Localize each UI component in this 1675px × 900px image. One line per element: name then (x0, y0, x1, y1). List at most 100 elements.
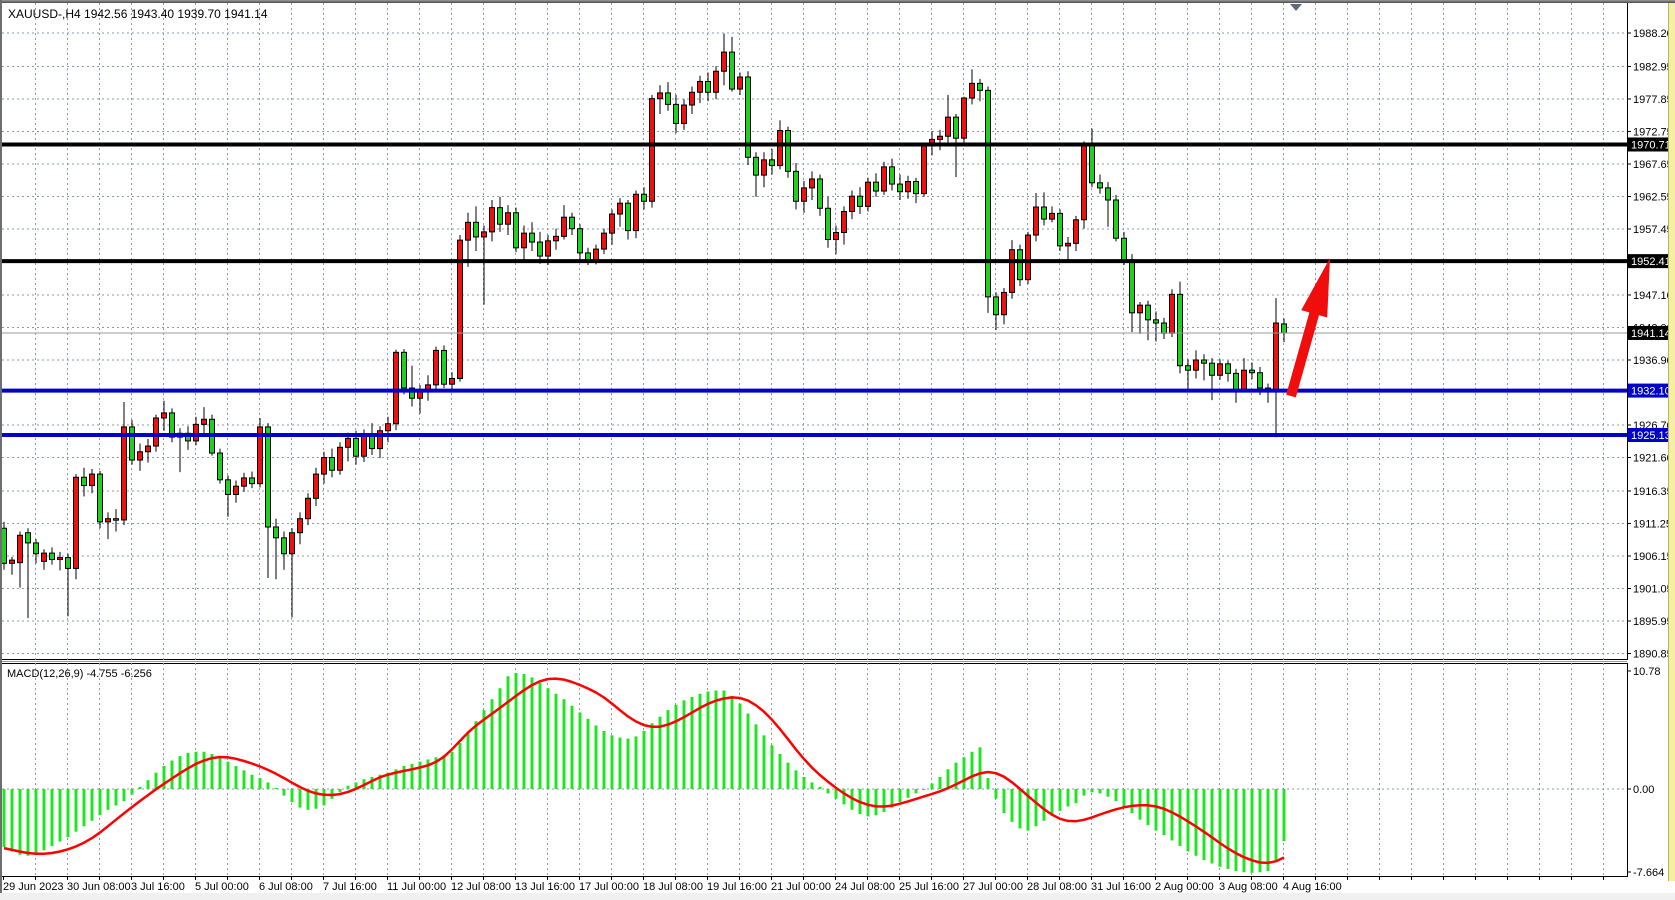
candle-bullish (465, 221, 471, 241)
candle-bullish (505, 212, 511, 225)
candle-bearish (985, 89, 991, 298)
candle-bearish (1129, 259, 1135, 314)
time-axis-label: 18 Jul 08:00 (643, 881, 703, 893)
time-axis-label: 4 Aug 16:00 (1283, 881, 1342, 893)
candle-bullish (241, 477, 247, 487)
time-axis-label: 12 Jul 08:00 (451, 881, 511, 893)
right-scroll-strip[interactable] (1668, 0, 1675, 881)
candle-bullish (153, 417, 159, 447)
candle-bullish (801, 187, 807, 202)
candle-bullish (337, 446, 343, 471)
candle-bullish (105, 518, 111, 523)
candle-bullish (961, 97, 967, 139)
candle-bullish (137, 451, 143, 461)
time-axis-label: 2 Aug 00:00 (1155, 881, 1214, 893)
candle-bearish (1249, 369, 1255, 374)
price-marker-label: 1932.10 (1631, 386, 1671, 398)
candle-bullish (777, 130, 783, 167)
macd-indicator-label: MACD(12,26,9) -4.755 -6.256 (7, 668, 152, 680)
candle-bearish (1233, 372, 1239, 391)
candle-bullish (1193, 359, 1199, 371)
time-axis-label: 30 Jun 08:00 (67, 881, 131, 893)
candle-bearish (673, 103, 679, 125)
candle-bearish (977, 82, 983, 91)
candle-bullish (1009, 249, 1015, 293)
price-axis-label: 1936.90 (1633, 355, 1673, 367)
candle-bearish (81, 476, 87, 487)
candle-bullish (649, 98, 655, 202)
candle-bullish (305, 497, 311, 520)
trend-arrow-head[interactable] (1301, 258, 1330, 318)
candle-bearish (769, 159, 775, 167)
candle-bullish (593, 248, 599, 262)
candle-bearish (1057, 212, 1063, 247)
candle-bearish (169, 412, 175, 438)
candle-bearish (569, 216, 575, 230)
candle-bullish (761, 159, 767, 176)
candle-bearish (745, 76, 751, 158)
candle-bullish (969, 82, 975, 99)
main-panel[interactable] (1, 2, 1628, 660)
candle-bearish (873, 181, 879, 192)
candle-bearish (1185, 365, 1191, 371)
chart-title: XAUUSD-,H4 1942.56 1943.40 1939.70 1941.… (8, 7, 268, 21)
support-price-box (1628, 428, 1669, 443)
resistance-price-box (1628, 137, 1669, 152)
candle-bullish (697, 80, 703, 93)
candle-bullish (601, 232, 607, 250)
price-axis-label: 1988.20 (1633, 28, 1673, 40)
price-axis-label: 1967.65 (1633, 159, 1673, 171)
macd-signal-line (3, 677, 1285, 865)
candle-bullish (385, 423, 391, 432)
trend-arrow-shaft[interactable] (1286, 306, 1321, 398)
candle-bearish (25, 532, 31, 544)
candle-bearish (1153, 319, 1159, 324)
chart-shift-marker-icon[interactable] (1290, 4, 1302, 11)
current-price-price-box (1628, 325, 1669, 340)
candle-bearish (1089, 144, 1095, 184)
candle-bullish (73, 476, 79, 569)
candle-bullish (345, 437, 351, 448)
price-axis-label: 1906.15 (1633, 551, 1673, 563)
candle-bullish (449, 377, 455, 385)
candle-bullish (321, 457, 327, 475)
candle-bullish (17, 534, 23, 564)
price-axis-label: 1947.10 (1633, 290, 1673, 302)
candle-bullish (521, 232, 527, 249)
candle-bullish (561, 216, 567, 237)
candle-bearish (753, 156, 759, 176)
candle-bullish (193, 423, 199, 442)
time-axis-label: 25 Jul 16:00 (899, 881, 959, 893)
candle-bullish (57, 557, 63, 560)
candle-bullish (1241, 369, 1247, 391)
candle-bearish (273, 526, 279, 539)
time-axis-label: 7 Jul 16:00 (323, 881, 377, 893)
candle-bullish (9, 559, 15, 564)
price-axis-label: 1895.95 (1633, 616, 1673, 628)
candle-bullish (713, 70, 719, 93)
candle-bearish (1113, 199, 1119, 239)
time-axis-label: 19 Jul 16:00 (707, 881, 767, 893)
candle-bullish (1137, 304, 1143, 314)
support-price-box (1628, 383, 1669, 398)
candle-bullish (145, 445, 151, 453)
time-axis-label: 17 Jul 00:00 (579, 881, 639, 893)
time-axis-label: 5 Jul 00:00 (195, 881, 249, 893)
candle-bullish (1169, 293, 1175, 334)
candle-bearish (113, 518, 119, 521)
candle-bearish (265, 426, 271, 528)
time-axis-label: 3 Jul 16:00 (131, 881, 185, 893)
candle-bearish (793, 170, 799, 202)
price-axis-label: 1911.25 (1633, 518, 1672, 530)
candle-bullish (841, 210, 847, 234)
candle-bearish (497, 207, 503, 225)
candle-bearish (1201, 359, 1207, 364)
candle-bearish (889, 166, 895, 185)
candle-bearish (353, 437, 359, 457)
candle-bearish (529, 232, 535, 243)
candle-bearish (97, 473, 103, 523)
candle-bearish (441, 349, 447, 385)
candle-bearish (705, 80, 711, 93)
candle-bearish (1, 527, 7, 564)
